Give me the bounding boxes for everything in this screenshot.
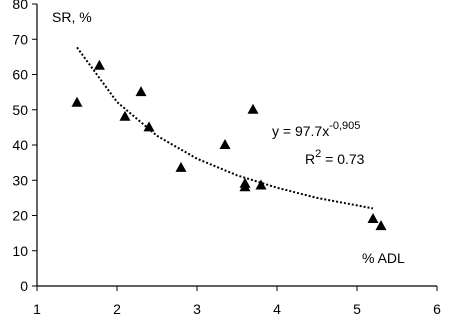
point — [375, 220, 387, 231]
y-tick-label: 60 — [12, 67, 28, 83]
x-tick-label: 2 — [113, 301, 121, 317]
x-tick-label: 4 — [273, 301, 281, 317]
point — [119, 110, 131, 121]
point — [71, 96, 83, 107]
r-power: 2 — [315, 148, 321, 160]
x-tick-label: 5 — [353, 301, 361, 317]
trendline — [76, 46, 374, 210]
x-tick-label: 1 — [33, 301, 41, 317]
point — [143, 121, 155, 132]
point — [135, 86, 147, 97]
y-tick-label: 30 — [12, 172, 28, 188]
y-tick-label: 40 — [12, 137, 28, 153]
y-tick-label: 50 — [12, 102, 28, 118]
y-tick-label: 0 — [20, 278, 28, 294]
y-tick-label: 80 — [12, 0, 28, 12]
point — [247, 103, 259, 114]
y-tick-label: 20 — [12, 208, 28, 224]
x-axis-label: % ADL — [362, 250, 405, 266]
r-value: = 0.73 — [321, 151, 364, 167]
r-label: R — [305, 151, 315, 167]
y-tick-label: 10 — [12, 243, 28, 259]
point — [175, 161, 187, 172]
equation-exponent: -0,905 — [329, 120, 360, 132]
r-squared: R2 = 0.73 — [305, 148, 365, 167]
trend-equation: y = 97.7x-0,905 — [272, 120, 360, 139]
point — [93, 59, 105, 70]
y-tick-label: 70 — [12, 31, 28, 47]
point — [367, 213, 379, 224]
equation-text: y = 97.7x — [272, 123, 329, 139]
point — [239, 181, 251, 192]
point — [219, 139, 231, 149]
x-tick-label: 3 — [193, 301, 201, 317]
x-tick-label: 6 — [433, 301, 441, 317]
y-axis-label: SR, % — [52, 9, 92, 25]
point — [255, 179, 267, 190]
